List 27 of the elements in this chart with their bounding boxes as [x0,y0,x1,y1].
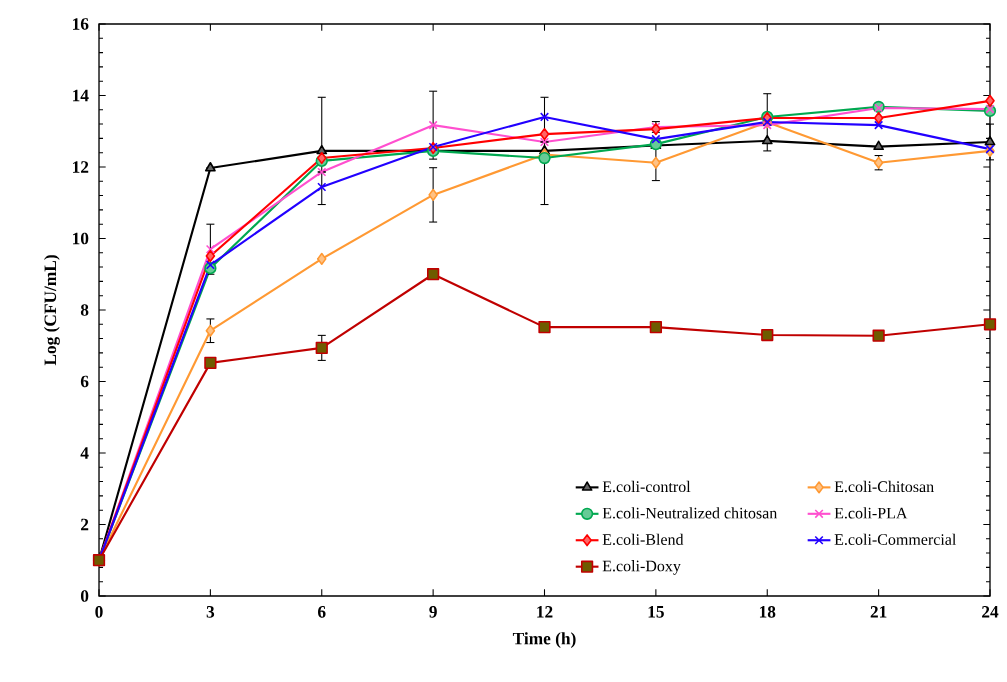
x-tick-label: 9 [429,606,437,618]
x-tick-label: 21 [870,606,887,618]
x-tick-label: 3 [206,606,215,618]
legend-label: E.coli-Neutralized chitosan [602,507,778,519]
legend-label: E.coli-Commercial [834,533,957,546]
y-tick-label: 8 [80,304,89,316]
y-axis-title: Log (CFU/mL) [43,255,60,366]
legend-label: E.coli-Blend [602,533,684,546]
x-tick-label: 6 [318,606,326,618]
legend-label: E.coli-Doxy [602,560,681,575]
x-axis-title: Time (h) [512,632,576,648]
y-tick-label: 12 [73,161,89,173]
x-tick-label: 15 [648,606,664,618]
y-tick-label: 4 [80,447,89,459]
legend-label: E.coli-control [602,480,691,493]
x-tick-label: 24 [982,606,999,618]
legend-label: E.coli-PLA [834,507,908,519]
x-tick-label: 12 [537,606,553,618]
y-tick-label: 2 [81,518,89,531]
y-tick-label: 16 [73,18,89,30]
y-tick-label: 10 [73,232,89,245]
x-tick-label: 18 [759,606,776,618]
y-tick-label: 0 [80,590,89,602]
y-tick-label: 6 [80,375,89,388]
y-tick-label: 14 [73,89,89,102]
x-tick-label: 0 [95,606,103,618]
legend-label: E.coli-Chitosan [834,480,934,493]
